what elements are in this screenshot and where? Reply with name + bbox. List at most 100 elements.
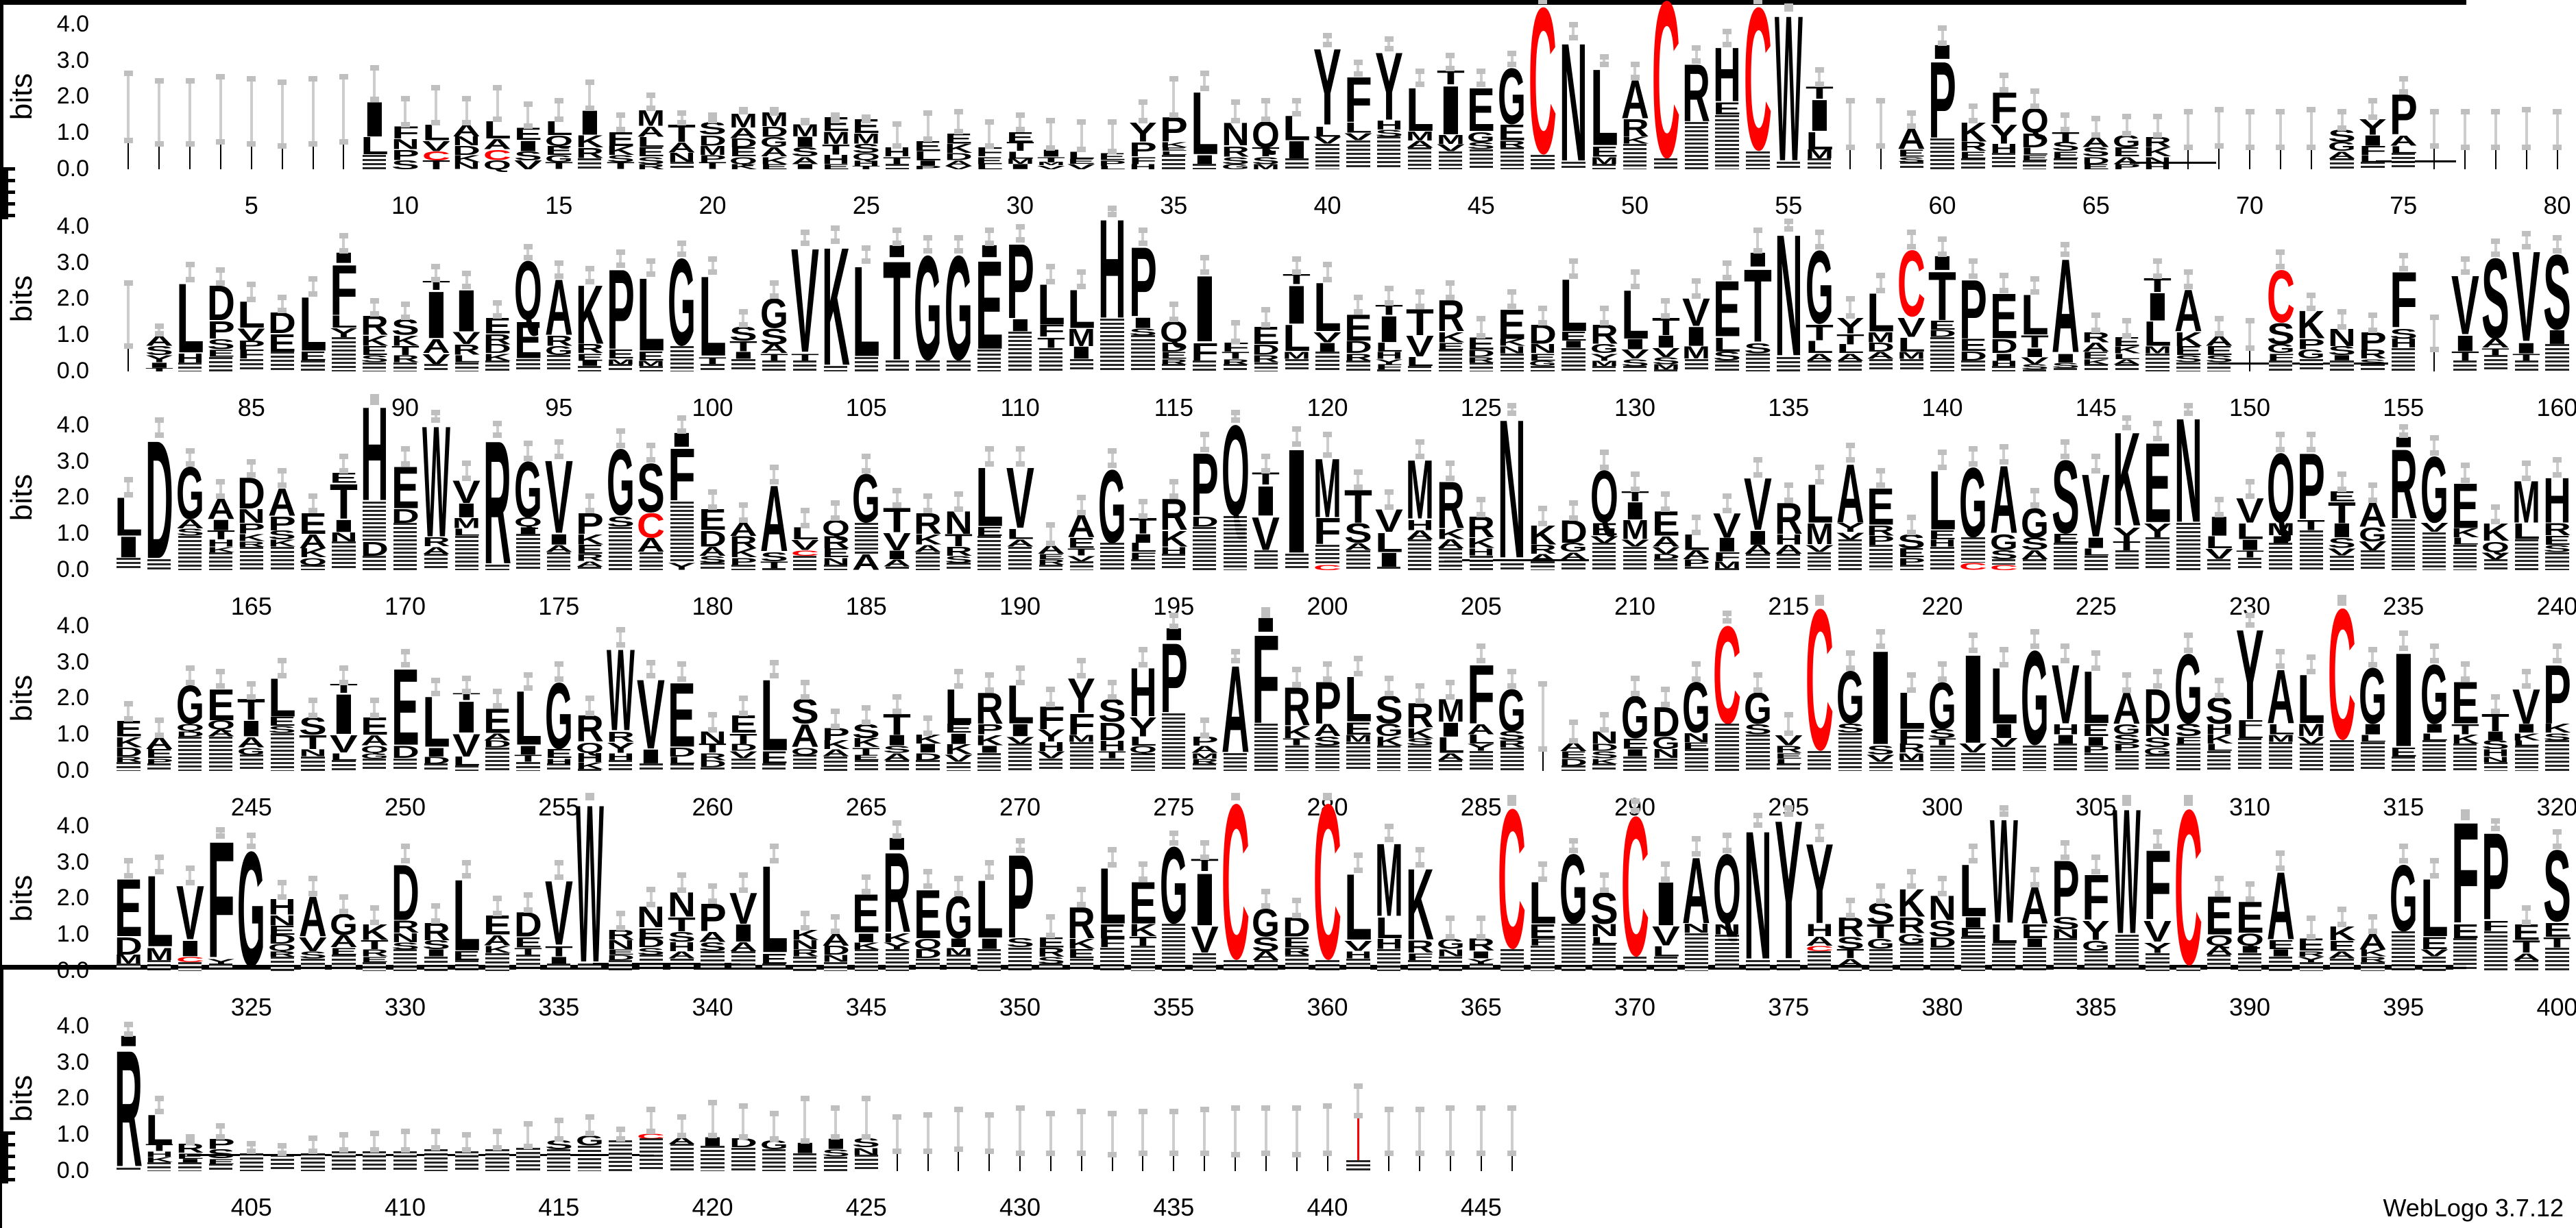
compressed-residues <box>1254 550 1278 570</box>
compressed-residues <box>947 360 971 371</box>
logo-letter: S <box>1344 518 1372 548</box>
compressed-residues <box>147 960 171 971</box>
x-tick-label: 320 <box>2536 793 2576 821</box>
error-bar-cap-top <box>1415 847 1424 853</box>
logo-letter: V <box>1344 132 1373 143</box>
error-bar-cap-top <box>1108 447 1117 454</box>
logo-letter: I <box>1806 90 1834 140</box>
logo-letter: P <box>1897 556 1925 567</box>
y-tick <box>0 1153 8 1155</box>
logo-letter: Q <box>729 155 757 166</box>
error-bar-cap-top <box>1261 307 1271 313</box>
logo-letter: N <box>1744 793 1772 998</box>
logo-letter-cysteine: C <box>483 147 511 164</box>
error-bar-cap-top <box>154 854 164 860</box>
error-bar-cap-bottom <box>462 1146 472 1153</box>
error-bar-cap-bottom <box>1477 332 1486 339</box>
compressed-residues <box>2330 740 2354 771</box>
y-tick <box>0 1135 8 1138</box>
logo-letter: F <box>207 807 235 992</box>
compressed-residues <box>639 955 664 971</box>
compressed-residues <box>578 158 602 169</box>
error-bar-cap-top <box>769 843 779 849</box>
logo-letter: I <box>1191 152 1219 167</box>
error-bar-cap-bottom <box>1261 903 1271 909</box>
error-bar-cap-bottom <box>2183 800 2193 806</box>
compressed-residues <box>1285 746 1309 771</box>
compressed-residues <box>762 963 786 971</box>
error-bar-cap-top <box>216 478 226 484</box>
logo-letter: A <box>576 560 604 568</box>
error-bar-cap-bottom <box>185 1140 195 1146</box>
logo-letter: R <box>914 507 942 540</box>
error-bar-cap-top <box>2276 432 2285 437</box>
error-bar-cap-top <box>1630 676 1640 682</box>
error-bar-cap-bottom <box>1384 691 1394 696</box>
error-bar-cap-top <box>677 1114 687 1120</box>
error-bar-cap-bottom <box>247 141 256 147</box>
logo-letter: G <box>1836 657 1864 739</box>
error-bar-cap-top <box>369 65 379 71</box>
error-bar <box>711 114 714 121</box>
error-bar-cap-top <box>2491 818 2501 824</box>
compressed-residues <box>2207 955 2231 971</box>
error-bar-cap-bottom <box>2491 251 2501 257</box>
compressed-residues <box>2545 740 2569 771</box>
error-bar-cap-top <box>1507 668 1517 674</box>
x-tick <box>0 849 2 858</box>
error-bar-cap-bottom <box>1507 304 1517 310</box>
compressed-residues <box>762 568 786 570</box>
x-tick <box>0 942 2 951</box>
logo-letter: I <box>2236 944 2264 955</box>
y-tick <box>0 1131 15 1135</box>
compressed-residues <box>2053 938 2078 971</box>
svg-text:T: T <box>607 160 635 171</box>
error-bar-cap-top <box>1599 305 1609 311</box>
error-bar-cap-bottom <box>339 139 348 145</box>
logo-letter: G <box>545 664 573 769</box>
logo-letter: S <box>1713 349 1741 363</box>
error-bar-cap-bottom <box>493 1145 502 1151</box>
logo-letter: R <box>1467 511 1495 543</box>
error-bar-cap-bottom <box>2214 891 2224 896</box>
error-bar-cap-top <box>2153 258 2163 264</box>
compressed-residues <box>1746 735 1770 771</box>
logo-letter: R <box>1437 467 1465 543</box>
compressed-residues <box>701 950 725 971</box>
error-bar-cap-top <box>2091 312 2101 319</box>
error-bar-cap-bottom <box>1384 504 1394 511</box>
logo-letter: S <box>637 946 665 957</box>
error-bar-cap-top <box>1446 460 1455 467</box>
x-tick <box>0 515 2 524</box>
logo-letter: K <box>391 332 420 349</box>
error-bar-cap-bottom <box>892 1148 902 1154</box>
error-bar-cap-top <box>216 668 226 674</box>
compressed-residues <box>639 763 664 771</box>
error-bar-cap-top <box>2061 839 2070 846</box>
logo-letter: D <box>2082 155 2110 166</box>
error-bar-cap-bottom <box>216 833 226 839</box>
error-bar-cap-top <box>1323 1103 1333 1109</box>
error-bar-cap-bottom <box>862 114 871 120</box>
y-tick <box>0 178 15 182</box>
compressed-residues <box>2545 947 2569 971</box>
logo-letter: F <box>2082 862 2110 934</box>
logo-letter: E <box>914 876 942 953</box>
error-bar-cap-bottom <box>123 137 133 143</box>
error-bar-cap-top <box>2061 439 2070 445</box>
error-bar-cap-bottom <box>1353 484 1363 491</box>
logo-letter: L <box>1928 454 1956 548</box>
error-bar-cap-top <box>1723 611 1732 617</box>
logo-letter: T <box>698 160 727 171</box>
compressed-residues <box>1346 741 1370 771</box>
error-bar <box>1019 1107 1022 1153</box>
error-bar <box>2217 109 2221 146</box>
logo-letter: I <box>330 683 358 746</box>
error-bar-cap-top <box>1108 847 1117 853</box>
logo-letter: L <box>361 133 389 160</box>
error-bar-cap-bottom <box>677 251 687 257</box>
logo-letter: A <box>637 123 665 140</box>
error-bar-cap-bottom <box>1753 247 1762 254</box>
error-bar-cap-bottom <box>2183 145 2193 151</box>
logo-letter: K <box>1621 135 1649 146</box>
